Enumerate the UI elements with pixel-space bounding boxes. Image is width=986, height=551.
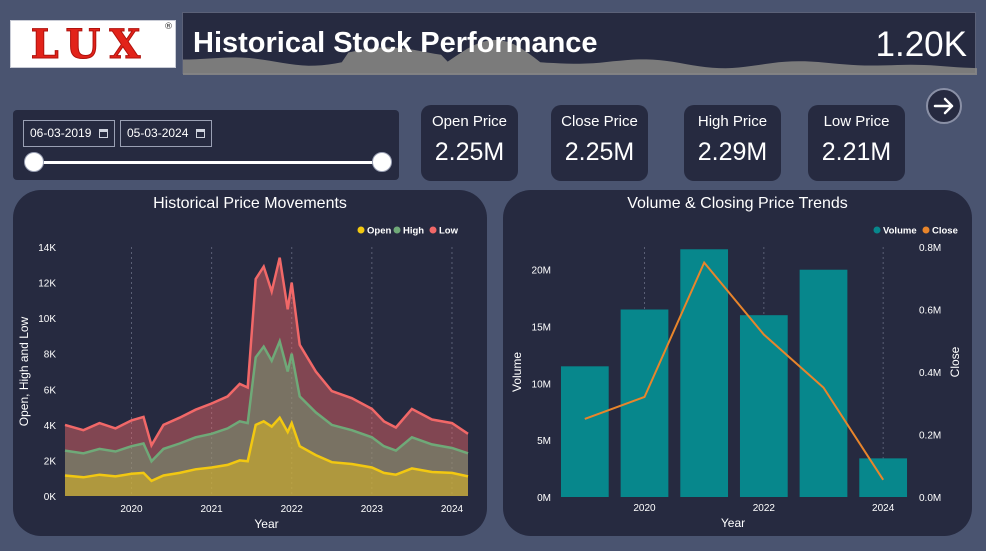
line-high <box>64 337 469 464</box>
y-tick-label: 6K <box>44 385 57 396</box>
date-slider-track[interactable] <box>34 161 384 164</box>
kpi-label: High Price <box>697 113 768 130</box>
start-date-value: 06-03-2019 <box>30 126 92 140</box>
slider-start-handle[interactable] <box>24 152 44 172</box>
start-date-input[interactable]: 06-03-2019 <box>23 120 115 147</box>
header-banner: Historical Stock Performance 1.20K <box>182 12 977 75</box>
end-date-input[interactable]: 05-03-2024 <box>120 120 212 147</box>
volume-bar <box>680 249 729 497</box>
volume-bar <box>560 366 609 497</box>
line-open <box>64 415 469 483</box>
line-low <box>64 257 469 449</box>
y-tick-label: 0M <box>537 493 551 504</box>
company-logo: LUX ® <box>10 20 176 69</box>
x-axis-label: Year <box>254 517 278 531</box>
legend-label: Open <box>367 226 391 237</box>
kpi-value: 2.21M <box>821 138 892 166</box>
kpi-label: Low Price <box>823 113 890 130</box>
volume-close-chart-card: Volume & Closing Price Trends 0M 5M 10M 15M… <box>503 190 972 536</box>
y-tick-label: 14K <box>38 243 56 254</box>
volume-bar <box>739 315 788 497</box>
y2-tick-label: 0.4M <box>919 368 941 379</box>
x-tick-label: 2024 <box>441 504 464 515</box>
area-high <box>65 341 468 496</box>
legend-marker <box>393 226 401 234</box>
legend-marker <box>922 226 930 234</box>
legend-marker <box>429 226 437 234</box>
x-tick-label: 2024 <box>872 503 895 514</box>
y2-axis-label: Close <box>948 346 962 377</box>
y-tick-label: 12K <box>38 279 56 290</box>
y2-tick-label: 0.0M <box>919 493 941 504</box>
y-tick-label: 15M <box>532 323 551 334</box>
date-range-slicer: 06-03-2019 05-03-2024 <box>13 110 399 180</box>
kpi-close-price: Close Price 2.25M <box>551 105 648 181</box>
price-movements-chart-card: Historical Price Movements 0K 2K 4K 6K 8K 10K… <box>13 190 487 536</box>
kpi-open-price: Open Price 2.25M <box>421 105 518 181</box>
registered-mark: ® <box>164 22 173 32</box>
area-open <box>65 417 468 496</box>
y-tick-label: 20M <box>532 266 551 277</box>
slider-end-handle[interactable] <box>372 152 392 172</box>
legend-label: High <box>403 226 424 237</box>
kpi-value: 2.25M <box>564 138 635 166</box>
y-axis-label: Volume <box>510 352 524 392</box>
page-title: Historical Stock Performance <box>193 27 598 59</box>
kpi-value: 2.25M <box>434 138 505 166</box>
calendar-icon[interactable] <box>196 129 205 138</box>
kpi-label: Close Price <box>561 113 638 130</box>
y-axis-label: Open, High and Low <box>17 316 31 426</box>
x-tick-label: 2020 <box>120 504 143 515</box>
header-total-value: 1.20K <box>875 25 967 64</box>
calendar-icon[interactable] <box>99 129 108 138</box>
y-tick-label: 8K <box>44 350 57 361</box>
chart-title: Historical Price Movements <box>153 195 347 212</box>
kpi-value: 2.29M <box>697 138 768 166</box>
next-page-button[interactable] <box>926 88 962 124</box>
y-tick-label: 2K <box>44 456 57 467</box>
y2-tick-label: 0.6M <box>919 306 941 317</box>
kpi-high-price: High Price 2.29M <box>684 105 781 181</box>
x-tick-label: 2020 <box>633 503 656 514</box>
kpi-label: Open Price <box>431 113 508 130</box>
volume-close-chart: 0M 5M 10M 15M 20M 0.0M 0.2M 0.4M 0.6M 0.8M 2020 202… <box>510 226 962 531</box>
x-tick-label: 2023 <box>361 504 384 515</box>
x-axis-label: Year <box>721 516 745 530</box>
y-tick-label: 10K <box>38 314 56 325</box>
y2-tick-label: 0.8M <box>919 243 941 254</box>
legend-label: Low <box>439 226 459 237</box>
y-tick-label: 5M <box>537 436 551 447</box>
price-movements-chart: 0K 2K 4K 6K 8K 10K 12K 14K 2020 2021 2022 2023 2024 Y… <box>17 226 469 531</box>
arrow-right-icon <box>933 97 954 115</box>
logo-text: LUX <box>30 21 150 69</box>
x-tick-label: 2022 <box>753 503 776 514</box>
x-tick-label: 2022 <box>281 504 304 515</box>
volume-bar <box>859 458 908 497</box>
legend-label: Close <box>932 226 958 237</box>
legend-marker <box>873 226 881 234</box>
kpi-low-price: Low Price 2.21M <box>808 105 905 181</box>
chart-title: Volume & Closing Price Trends <box>627 195 848 212</box>
end-date-value: 05-03-2024 <box>127 126 189 140</box>
y-tick-label: 10M <box>532 379 551 390</box>
x-tick-label: 2021 <box>200 504 223 515</box>
y-tick-label: 0K <box>44 492 57 503</box>
header-sparkline <box>183 39 977 75</box>
legend-marker <box>357 226 365 234</box>
y2-tick-label: 0.2M <box>919 431 941 442</box>
close-line <box>584 260 885 481</box>
legend-label: Volume <box>883 226 917 237</box>
volume-bar <box>799 269 848 497</box>
y-tick-label: 4K <box>44 421 57 432</box>
